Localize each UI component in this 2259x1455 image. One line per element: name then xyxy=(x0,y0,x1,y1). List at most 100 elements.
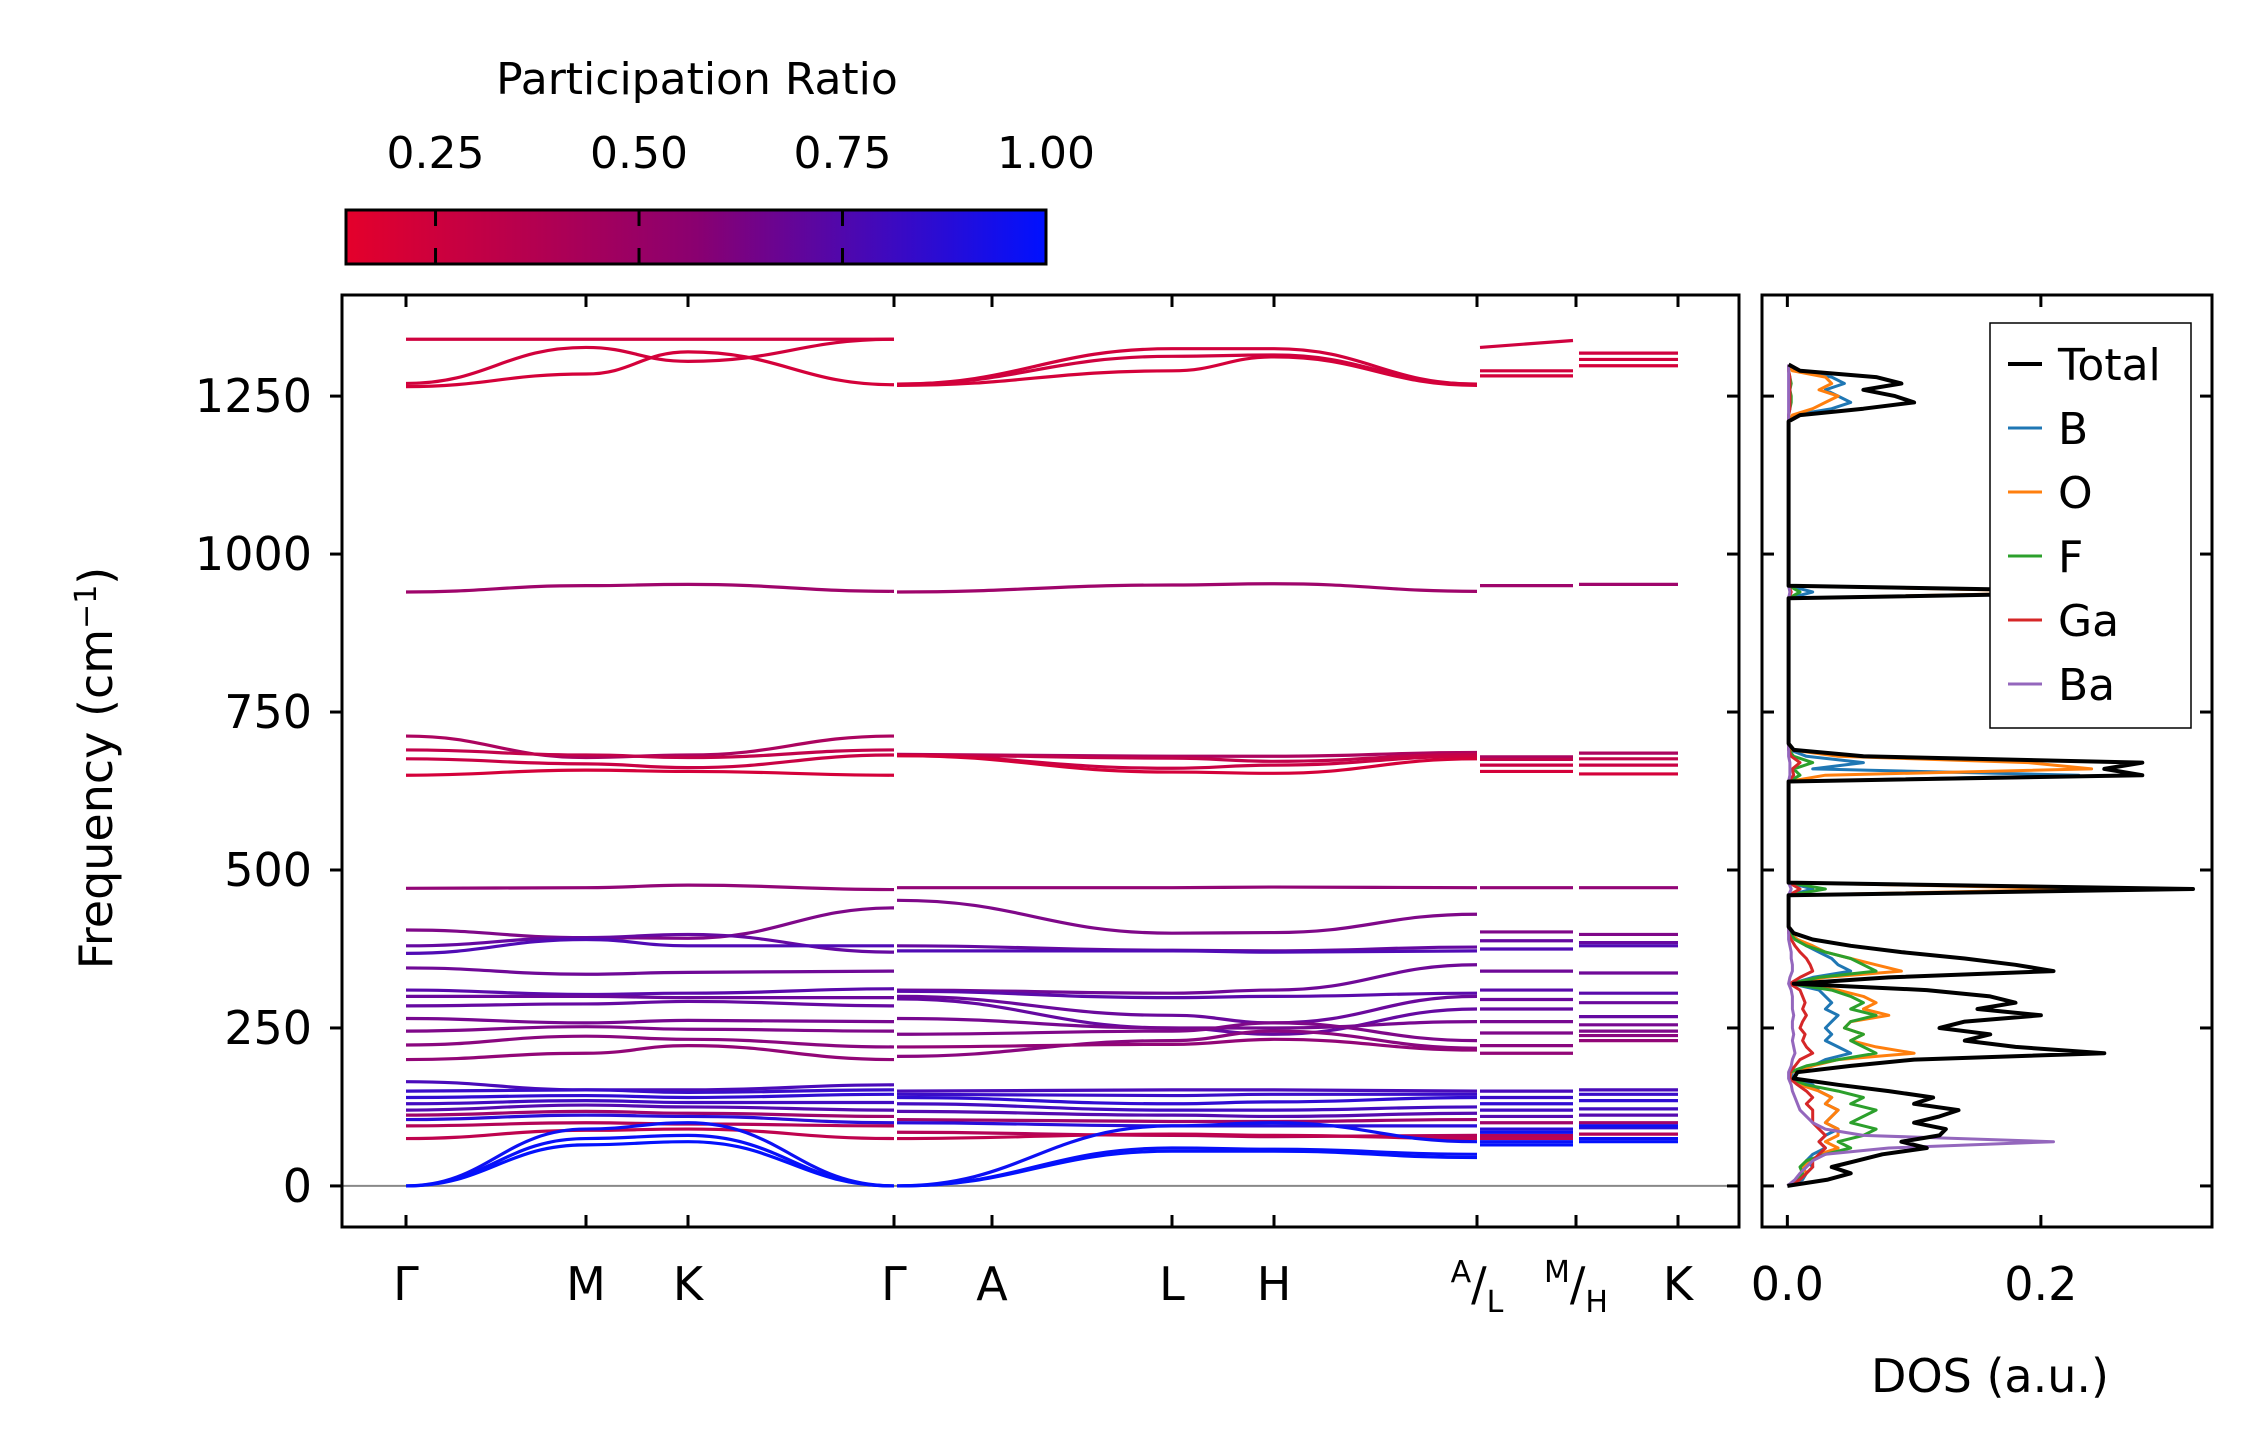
band-line-mode-300-Γ-A-L-H-A xyxy=(896,994,1478,1025)
band-line-mode-200-Γ-M-K-Γ xyxy=(405,1044,895,1062)
band-line-acoustic-3-Γ-A-L-H-A xyxy=(896,1121,1478,1188)
band-line-mode-370-Γ-A-L-H-A xyxy=(897,949,1478,954)
band-line-mode-1330-Γ-M-K-Γ xyxy=(405,337,895,386)
y-axis-label: Frequency (cm−1) xyxy=(69,567,123,970)
band-line-mode-285-Γ-M-K-Γ xyxy=(405,999,895,1008)
band-line-mode-440-Γ-A-L-H-A xyxy=(896,898,1478,935)
band-line-mode-200-Γ-A-L-H-A xyxy=(896,1037,1478,1052)
band-line-mode-112-Γ-A-L-H-A xyxy=(896,1117,1478,1124)
colorbar-tick-labels: 0.25 0.50 0.75 1.00 xyxy=(387,128,1095,179)
dos-axes-frame xyxy=(1760,293,2214,1229)
high-symmetry-label: L xyxy=(1159,1257,1185,1311)
band-line-mode-470-Γ-M-K-Γ xyxy=(405,883,895,892)
band-x-ticks: Γ M K Γ A L H A/L M/H K xyxy=(393,295,1695,1320)
band-line-mode-650-Γ-A-L-H-A xyxy=(896,754,1478,775)
band-line-mode-370-Γ-M-K-Γ xyxy=(405,937,894,956)
high-symmetry-label: A/L xyxy=(1451,1255,1504,1320)
band-line-acoustic-1-Γ-A-L-H-A xyxy=(896,1149,1478,1188)
band-line-mode-120-Γ-A-L-H-A xyxy=(896,1109,1478,1119)
colorbar-tick-label: 1.00 xyxy=(997,128,1095,179)
band-line-mode-95-Γ-M-K-Γ xyxy=(405,1121,895,1128)
band-line-mode-950-Γ-M-K-Γ xyxy=(405,582,895,594)
x-axis-label: DOS (a.u.) xyxy=(1871,1349,2109,1403)
high-symmetry-label: K xyxy=(1663,1257,1695,1311)
band-line-mode-165-Γ-A-L-H-A xyxy=(896,1088,1478,1093)
colorbar-tick-label: 0.25 xyxy=(387,128,485,179)
band-line-mode-310-Γ-M-K-Γ xyxy=(405,987,895,997)
colorbar-title: Participation Ratio xyxy=(496,54,898,105)
legend-label-B: B xyxy=(2058,404,2088,455)
dos-plot xyxy=(1786,362,2195,1188)
band-axes-frame xyxy=(340,293,1741,1229)
band-line-mode-950-Γ-A-L-H-A xyxy=(896,582,1478,594)
band-line-mode-140-Γ-M-K-Γ xyxy=(405,1092,895,1100)
colorbar-ticks xyxy=(434,210,1048,264)
dos-x-tick-label: 0.2 xyxy=(2004,1257,2077,1311)
band-line-mode-470-Γ-A-L-H-A xyxy=(897,885,1478,890)
high-symmetry-label: H xyxy=(1257,1257,1292,1311)
band-line-mode-150-Γ-A-L-H-A xyxy=(896,1092,1477,1098)
band-line-mode-1354-L-M xyxy=(1479,338,1574,350)
y-tick-label: 1000 xyxy=(195,527,312,581)
band-line-mode-245-Γ-A-L-H-A xyxy=(896,1021,1478,1043)
band-structure-plot xyxy=(342,337,1739,1188)
legend-label-F: F xyxy=(2058,532,2083,583)
band-line-acoustic-3-Γ-M-K-Γ xyxy=(405,1121,895,1188)
high-symmetry-label: M xyxy=(566,1257,606,1311)
band-line-mode-140-Γ-A-L-H-A xyxy=(896,1095,1478,1106)
band-line-mode-690-Γ-A-L-H-A xyxy=(896,752,1478,763)
band-y-ticks: 0 250 500 750 1000 1250 xyxy=(195,369,1739,1213)
band-line-mode-245-Γ-M-K-Γ xyxy=(405,1025,895,1033)
colorbar-tick-label: 0.75 xyxy=(794,128,892,179)
legend-label-Ga: Ga xyxy=(2058,596,2119,647)
band-line-acoustic-1-Γ-M-K-Γ xyxy=(405,1140,895,1188)
band-line-mode-1265-Γ-A-L-H-A xyxy=(896,355,1478,387)
band-line-mode-650-Γ-M-K-Γ xyxy=(405,768,895,777)
high-symmetry-label: M/H xyxy=(1544,1255,1608,1320)
band-line-mode-220-Γ-M-K-Γ xyxy=(405,1034,895,1049)
band-line-mode-690-Γ-M-K-Γ xyxy=(405,748,895,760)
band-line-mode-440-Γ-M-K-Γ xyxy=(405,906,895,940)
band-line-mode-676-Γ-M-K-Γ xyxy=(405,753,895,770)
band-line-mode-712-Γ-M-K-Γ xyxy=(405,734,895,760)
band-line-mode-80-Γ-A-L-H-A xyxy=(896,1132,1478,1141)
y-axis-label-superscript: −1 xyxy=(69,585,104,629)
band-line-mode-130-Γ-A-L-H-A xyxy=(896,1102,1478,1112)
dos-line-Total xyxy=(1786,362,2195,1188)
y-tick-label: 0 xyxy=(283,1159,312,1213)
legend: Total BOF Ga Ba xyxy=(1989,322,2192,729)
band-line-mode-220-Γ-A-L-H-A xyxy=(896,1029,1478,1058)
y-tick-label: 750 xyxy=(224,685,312,739)
band-line-mode-345-Γ-A-L-H-A xyxy=(896,963,1478,995)
colorbar-tick-label: 0.50 xyxy=(590,128,688,179)
band-line-mode-120-Γ-M-K-Γ xyxy=(405,1103,895,1112)
y-tick-label: 250 xyxy=(224,1001,312,1055)
band-line-acoustic-2-Γ-M-K-Γ xyxy=(405,1133,895,1188)
high-symmetry-label: Γ xyxy=(393,1257,419,1311)
band-line-mode-150-Γ-M-K-Γ xyxy=(405,1088,895,1095)
dos-x-tick-label: 0.0 xyxy=(1751,1257,1824,1311)
legend-box xyxy=(1989,322,2192,729)
y-axis-label-end: ) xyxy=(69,567,123,585)
band-line-mode-1330-Γ-A-L-H-A xyxy=(896,347,1478,386)
high-symmetry-label: Γ xyxy=(881,1257,907,1311)
band-line-mode-345-Γ-M-K-Γ xyxy=(405,966,895,976)
band-line-mode-285-Γ-A-L-H-A xyxy=(896,997,1478,1036)
legend-label-Total: Total xyxy=(2057,340,2161,391)
colorbar xyxy=(344,208,1048,266)
legend-label-O: O xyxy=(2058,468,2093,519)
high-symmetry-label: K xyxy=(673,1257,705,1311)
band-line-mode-300-Γ-M-K-Γ xyxy=(406,994,894,1000)
y-axis-label-main: Frequency (cm xyxy=(69,629,123,969)
band-line-mode-80-Γ-M-K-Γ xyxy=(405,1127,895,1141)
band-line-mode-112-Γ-M-K-Γ xyxy=(405,1109,895,1119)
legend-label-Ba: Ba xyxy=(2058,660,2115,711)
band-line-mode-265-Γ-M-K-Γ xyxy=(405,1016,895,1025)
band-line-mode-130-Γ-M-K-Γ xyxy=(405,1099,894,1106)
dos-ticks: 0.0 0.2 xyxy=(1751,295,2212,1311)
high-symmetry-label: A xyxy=(976,1257,1008,1311)
band-line-mode-1265-Γ-M-K-Γ xyxy=(405,350,895,389)
band-line-mode-105-Γ-M-K-Γ xyxy=(405,1113,895,1125)
y-tick-label: 500 xyxy=(224,843,312,897)
